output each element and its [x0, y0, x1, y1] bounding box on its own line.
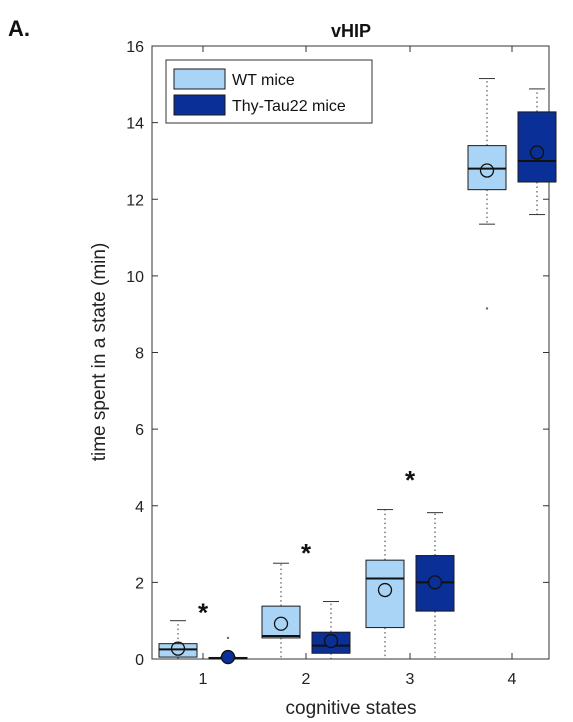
mean-marker	[273, 616, 289, 631]
y-axis: 0 2 4 6 8 10 12 14 16	[126, 39, 549, 669]
legend: WT mice Thy-Tau22 mice	[165, 59, 373, 124]
x-tick-label: 3	[406, 671, 415, 688]
y-tick-label: 10	[126, 269, 144, 286]
y-tick-label: 0	[135, 652, 144, 669]
y-axis-label: time spent in a state (min)	[89, 243, 110, 462]
box-wt-1	[158, 620, 198, 660]
outlier-point	[485, 307, 489, 310]
y-tick-label: 6	[135, 422, 144, 439]
legend-swatch-wt	[173, 68, 226, 90]
box-tau-3	[415, 512, 455, 660]
mean-marker	[479, 163, 495, 178]
panel-label: A.	[8, 16, 30, 41]
box-tau-2	[311, 601, 351, 660]
x-tick-label: 1	[199, 671, 208, 688]
boxes-group	[158, 78, 557, 665]
box-wt-2	[261, 562, 301, 660]
y-tick-label: 12	[126, 192, 144, 209]
y-tick-label: 16	[126, 39, 144, 56]
x-tick-label: 4	[508, 671, 517, 688]
legend-label-wt: WT mice	[232, 72, 295, 89]
x-axis-label: cognitive states	[286, 698, 417, 719]
mean-marker	[220, 649, 236, 665]
x-tick-label: 2	[302, 671, 311, 688]
legend-label-tau: Thy-Tau22 mice	[232, 98, 346, 115]
significance-markers: * * *	[198, 465, 416, 627]
mean-marker	[377, 582, 393, 598]
x-axis: 1 2 3 4	[199, 46, 517, 688]
mean-marker	[529, 145, 545, 160]
mean-marker	[170, 641, 186, 656]
legend-swatch-tau	[173, 94, 226, 116]
box-tau-4	[517, 88, 557, 216]
y-tick-label: 8	[135, 346, 144, 363]
significance-star: *	[405, 465, 416, 495]
box-wt-4	[467, 78, 507, 310]
box-tau-1	[208, 636, 248, 665]
mean-marker	[323, 633, 339, 649]
significance-star: *	[301, 538, 312, 568]
box-body	[261, 605, 301, 639]
chart-title: vHIP	[331, 21, 371, 41]
significance-star: *	[198, 597, 209, 627]
outlier-point	[226, 636, 230, 640]
y-tick-label: 4	[135, 499, 144, 516]
y-tick-label: 14	[126, 116, 144, 133]
box-body	[365, 559, 405, 629]
plot-area	[151, 45, 550, 660]
box-wt-3	[365, 509, 405, 660]
mean-marker	[427, 575, 443, 590]
y-tick-label: 2	[135, 575, 144, 592]
